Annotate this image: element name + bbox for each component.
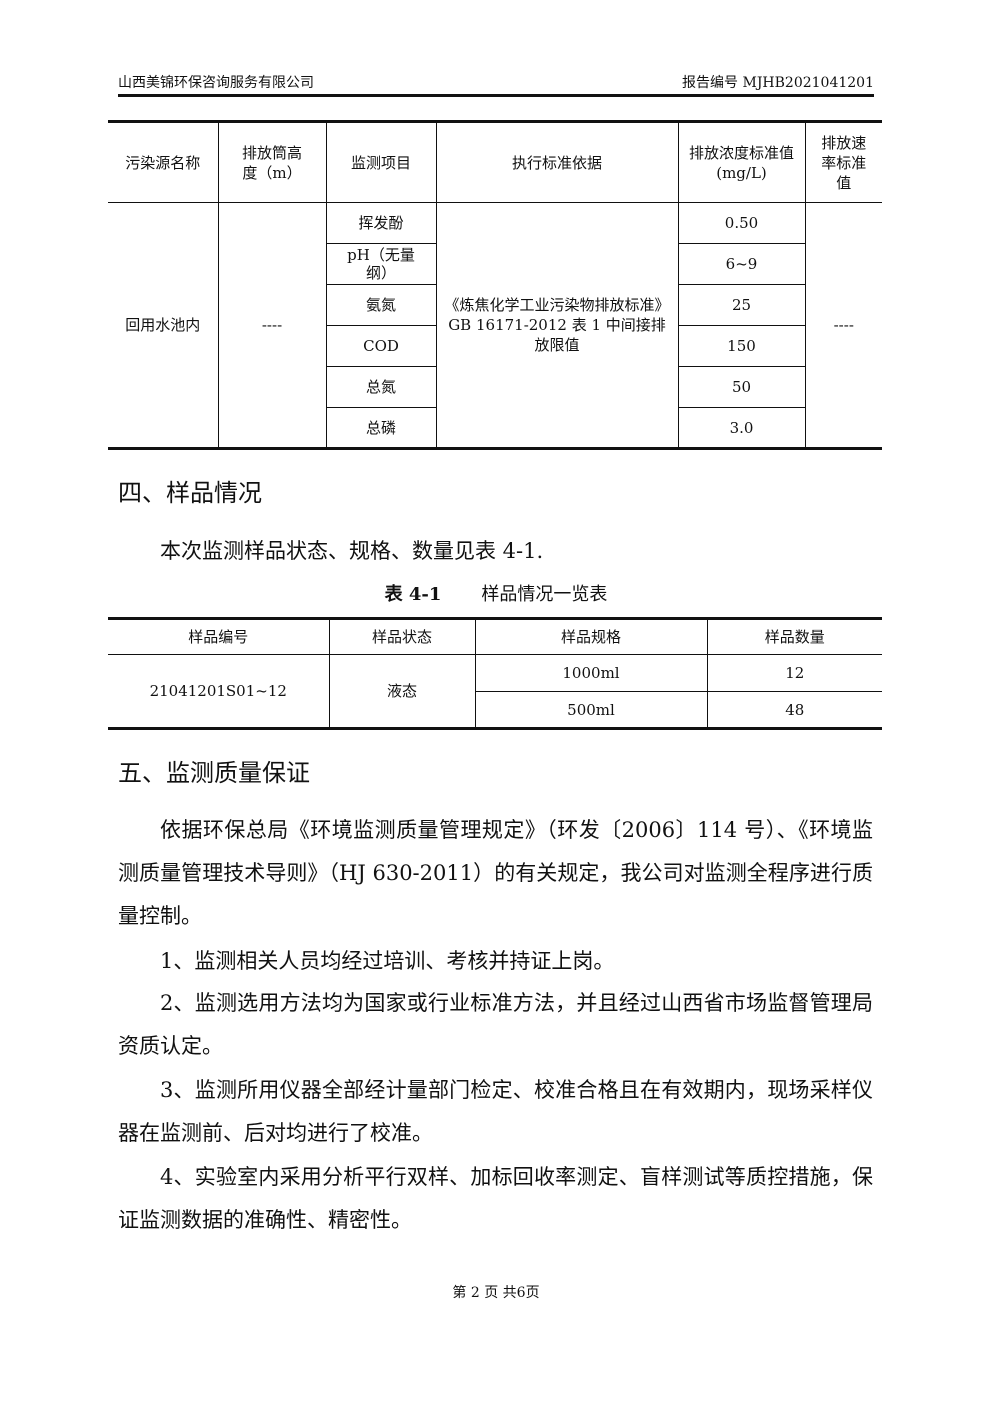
spec-cell: 1000ml — [474, 654, 708, 692]
paragraph: 4、实验室内采用分析平行双样、加标回收率测定、盲样测试等质控措施，保证监测数据的… — [118, 1165, 873, 1232]
source-cell: 回用水池内 — [108, 202, 219, 449]
spec-cell: 500ml — [475, 691, 708, 729]
header-divider — [118, 94, 874, 97]
section-4-title: 四、样品情况 — [118, 479, 262, 507]
header-cell: 污染源名称 — [108, 121, 219, 203]
table-row: pH（无量纲） 6~9 — [108, 243, 882, 285]
header-cell: 监测项目 — [325, 121, 437, 203]
header-cell: 排放筒高度（m） — [217, 121, 327, 203]
rate-cell: ---- — [804, 202, 882, 449]
header-cell: 样品状态 — [328, 618, 476, 655]
value-cell: 150 — [677, 325, 806, 367]
header-cell: 样品规格 — [474, 618, 708, 655]
header-cell: 执行标准依据 — [435, 121, 679, 203]
item-cell: 总氮 — [326, 366, 437, 408]
header-cell: 排放浓度标准值(mg/L) — [677, 121, 806, 203]
value-cell: 6~9 — [677, 243, 806, 285]
caption-title: 样品情况一览表 — [481, 584, 608, 605]
table-row: 500ml 48 — [108, 691, 882, 729]
section-4-intro: 本次监测样品状态、规格、数量见表 4-1. — [160, 539, 544, 563]
table-row: 总氮 50 — [108, 366, 882, 408]
qty-cell: 48 — [706, 691, 882, 729]
company-name: 山西美锦环保咨询服务有限公司 — [118, 75, 314, 91]
table-caption: 表 4-1 样品情况一览表 — [0, 580, 992, 606]
paragraph: 依据环保总局《环境监测质量管理规定》（环发〔2006〕114 号）、《环境监测质… — [118, 818, 873, 928]
item-cell: COD — [326, 325, 437, 367]
table-row: 回用水池内 ---- 挥发酚 《炼焦化学工业污染物排放标准》GB 16171-2… — [108, 202, 882, 449]
value-cell: 50 — [677, 366, 806, 408]
sample-table: 样品编号 样品状态 样品规格 样品数量 21041201S01~12 液态 10… — [108, 617, 882, 730]
page-number: 第 2 页 共6页 — [452, 1285, 540, 1301]
standard-cell: 《炼焦化学工业污染物排放标准》GB 16171-2012 表 1 中间接排放限值 — [435, 202, 679, 449]
header-cell: 排放速率标准值 — [804, 121, 882, 203]
table-header-row: 样品编号 样品状态 样品规格 样品数量 — [108, 618, 882, 655]
value-cell: 0.50 — [677, 202, 806, 244]
table-row: 21041201S01~12 液态 1000ml 12 — [108, 654, 882, 729]
value-cell: 3.0 — [677, 407, 806, 449]
item-cell: pH（无量纲） — [326, 243, 437, 285]
paragraph: 1、监测相关人员均经过培训、考核并持证上岗。 — [160, 949, 615, 973]
caption-number: 表 4-1 — [384, 584, 442, 605]
state-cell: 液态 — [328, 654, 476, 729]
header-cell: 样品编号 — [108, 618, 330, 655]
table-row: 总磷 3.0 — [108, 407, 882, 449]
table-row: 氨氮 25 — [108, 284, 882, 326]
header-cell: 样品数量 — [706, 618, 882, 655]
section-5-title: 五、监测质量保证 — [118, 759, 310, 787]
table-row: COD 150 — [108, 325, 882, 367]
item-cell: 挥发酚 — [325, 202, 437, 244]
qty-cell: 12 — [706, 654, 882, 692]
report-number: 报告编号 MJHB2021041201 — [682, 75, 874, 91]
value-cell: 25 — [677, 284, 806, 326]
table-header-row: 污染源名称 排放筒高度（m） 监测项目 执行标准依据 排放浓度标准值(mg/L)… — [108, 121, 882, 203]
sample-id-cell: 21041201S01~12 — [108, 654, 330, 729]
height-cell: ---- — [217, 202, 327, 449]
standards-table: 污染源名称 排放筒高度（m） 监测项目 执行标准依据 排放浓度标准值(mg/L)… — [108, 120, 882, 450]
paragraph: 3、监测所用仪器全部经计量部门检定、校准合格且在有效期内，现场采样仪器在监测前、… — [118, 1078, 873, 1145]
item-cell: 总磷 — [326, 407, 437, 449]
paragraph: 2、监测选用方法均为国家或行业标准方法，并且经过山西省市场监督管理局资质认定。 — [118, 991, 873, 1058]
item-cell: 氨氮 — [326, 284, 437, 326]
